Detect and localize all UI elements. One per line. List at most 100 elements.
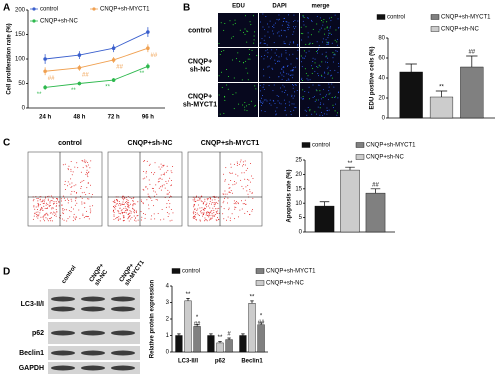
cell-dot: [272, 33, 274, 35]
event-dot: [246, 190, 248, 192]
blot-band: [111, 350, 135, 356]
event-dot: [78, 209, 80, 211]
event-dot: [43, 218, 45, 220]
cell-dot: [321, 76, 323, 78]
event-dot: [170, 185, 172, 187]
event-dot: [148, 195, 150, 197]
cell-dot: [315, 66, 317, 68]
cell-dot: [309, 98, 311, 100]
event-dot: [70, 161, 72, 163]
cell-dot: [263, 84, 265, 86]
error-bar: [227, 337, 231, 340]
event-dot: [88, 218, 90, 220]
event-dot: [199, 207, 201, 209]
blot-column-label: CNQP+sh-MYCT1: [118, 255, 146, 287]
cell-dot: [312, 57, 314, 59]
cell-dot: [317, 106, 319, 108]
event-dot: [51, 220, 53, 222]
event-dot: [142, 213, 144, 215]
event-dot: [251, 192, 253, 194]
image-row-label: control: [188, 27, 212, 34]
event-dot: [204, 198, 206, 200]
cell-dot: [295, 26, 297, 28]
cell-dot: [316, 50, 318, 52]
event-dot: [116, 198, 118, 200]
cell-dot: [273, 42, 275, 44]
event-dot: [199, 198, 201, 200]
cell-dot: [311, 72, 313, 74]
cell-dot: [328, 41, 330, 43]
event-dot: [194, 199, 196, 201]
event-dot: [154, 172, 156, 174]
cell-dot: [334, 96, 336, 98]
event-dot: [115, 206, 117, 208]
event-dot: [242, 188, 244, 190]
event-dot: [241, 185, 243, 187]
cell-dot: [302, 96, 304, 98]
event-dot: [87, 176, 89, 178]
cell-dot: [244, 102, 246, 104]
cell-dot: [327, 66, 329, 68]
event-dot: [201, 201, 203, 203]
event-dot: [211, 212, 213, 214]
legend-marker: [32, 7, 36, 11]
event-dot: [235, 182, 237, 184]
cell-dot: [287, 29, 289, 31]
blot-band: [51, 365, 75, 371]
event-dot: [217, 212, 219, 214]
event-dot: [52, 198, 54, 200]
event-dot: [215, 219, 217, 221]
cell-dot: [335, 29, 337, 31]
event-dot: [166, 203, 168, 205]
cell-dot: [325, 56, 327, 58]
cell-dot: [317, 52, 319, 54]
event-dot: [170, 209, 172, 211]
event-dot: [169, 220, 171, 222]
y-tick-label: 50: [18, 81, 25, 87]
significance-mark: ##: [82, 72, 89, 78]
event-dot: [153, 195, 155, 197]
event-dot: [67, 168, 69, 170]
error-bar: [250, 300, 254, 304]
event-dot: [197, 208, 199, 210]
event-dot: [192, 212, 194, 214]
event-dot: [77, 167, 79, 169]
cell-dot: [297, 20, 299, 22]
cell-dot: [223, 50, 225, 52]
event-dot: [92, 205, 94, 207]
event-dot: [211, 210, 213, 212]
event-dot: [120, 203, 122, 205]
event-dot: [196, 209, 198, 211]
cell-dot: [276, 18, 278, 20]
event-dot: [161, 184, 163, 186]
legend-swatch: [301, 142, 311, 148]
cell-dot: [246, 41, 248, 43]
event-dot: [144, 217, 146, 219]
error-bar: [218, 341, 222, 343]
event-dot: [193, 203, 195, 205]
cell-dot: [283, 86, 285, 88]
event-dot: [56, 198, 58, 200]
cell-dot: [302, 89, 304, 91]
event-dot: [32, 218, 34, 220]
blot-band: [111, 365, 135, 371]
event-dot: [208, 219, 210, 221]
event-dot: [142, 178, 144, 180]
event-dot: [170, 170, 172, 172]
cell-dot: [328, 42, 330, 44]
event-dot: [234, 208, 236, 210]
cell-dot: [311, 19, 313, 21]
event-dot: [75, 198, 77, 200]
event-dot: [197, 204, 199, 206]
cell-dot: [280, 29, 282, 31]
cell-dot: [242, 104, 244, 106]
bar: [460, 66, 484, 119]
event-dot: [45, 213, 47, 215]
blot-band: [81, 330, 105, 336]
cell-dot: [307, 17, 309, 19]
cell-dot: [274, 63, 276, 65]
event-dot: [240, 200, 242, 202]
cell-dot: [231, 59, 233, 61]
event-dot: [200, 212, 202, 214]
event-dot: [50, 217, 52, 219]
